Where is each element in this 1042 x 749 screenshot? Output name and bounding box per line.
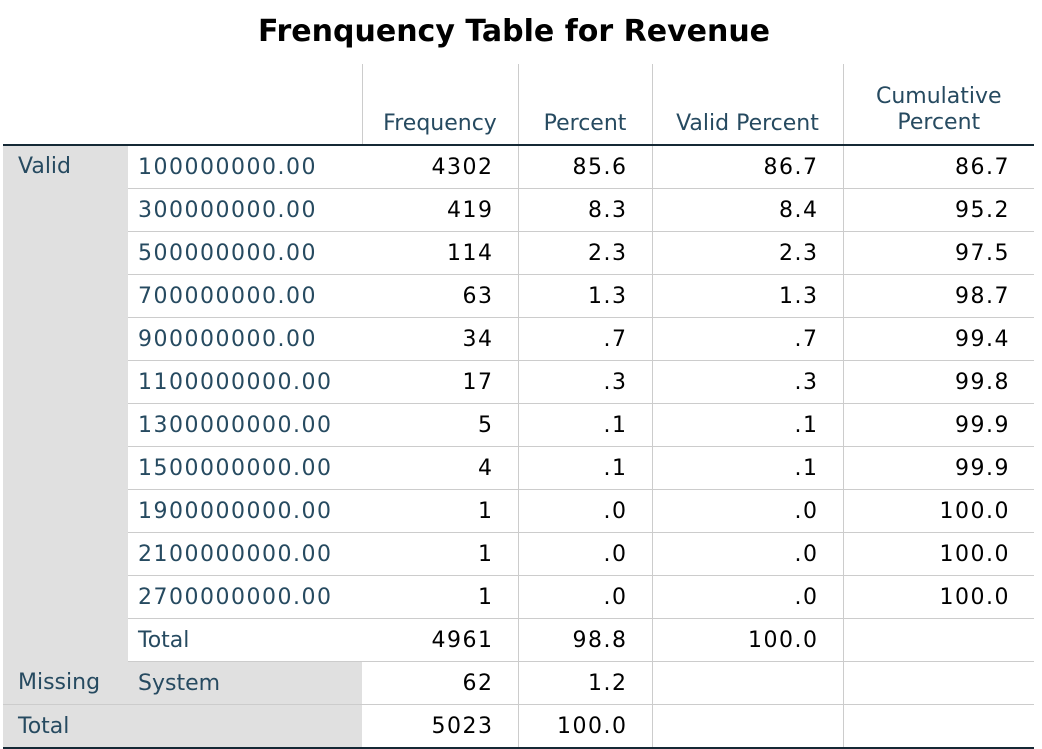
percent-cell: .3 xyxy=(517,360,652,404)
percent-cell: .0 xyxy=(517,489,652,533)
percent-cell: 100.0 xyxy=(517,704,652,749)
valid-percent-cell: .0 xyxy=(651,575,843,619)
cumulative-percent-cell: 99.4 xyxy=(842,317,1034,361)
valid-percent-cell: .0 xyxy=(651,532,843,576)
frequency-table: Frequency Percent Valid Percent Cumulati… xyxy=(3,64,1034,749)
missing-sublabel: System xyxy=(128,661,362,705)
frequency-cell: 4 xyxy=(362,446,518,490)
percent-cell: .1 xyxy=(517,403,652,447)
valid-group-label: Valid xyxy=(3,145,128,662)
valid-percent-cell xyxy=(651,661,843,705)
table-row: 1300000000.00 5 .1 .1 99.9 xyxy=(3,403,1034,447)
value-cell: 900000000.00 xyxy=(128,317,362,361)
value-cell: 2700000000.00 xyxy=(128,575,362,619)
header-row: Frequency Percent Valid Percent Cumulati… xyxy=(3,64,1034,146)
valid-percent-cell: .3 xyxy=(651,360,843,404)
cumulative-percent-cell xyxy=(842,618,1034,662)
frequency-cell: 1 xyxy=(362,575,518,619)
cumulative-percent-cell: 100.0 xyxy=(842,532,1034,576)
grand-total-label: Total xyxy=(3,704,128,749)
cumulative-percent-cell xyxy=(842,661,1034,705)
percent-cell: 8.3 xyxy=(517,188,652,232)
percent-cell: 2.3 xyxy=(517,231,652,275)
value-cell: 700000000.00 xyxy=(128,274,362,318)
valid-percent-cell: 86.7 xyxy=(651,145,843,189)
value-cell: 300000000.00 xyxy=(128,188,362,232)
frequency-cell: 4961 xyxy=(362,618,518,662)
table-row: Valid 100000000.00 4302 85.6 86.7 86.7 xyxy=(3,145,1034,662)
percent-cell: .1 xyxy=(517,446,652,490)
frequency-cell: 34 xyxy=(362,317,518,361)
valid-total-label: Total xyxy=(128,618,362,662)
percent-cell: .0 xyxy=(517,575,652,619)
cumulative-percent-cell: 99.9 xyxy=(842,446,1034,490)
cumulative-percent-cell: 95.2 xyxy=(842,188,1034,232)
header-cumulative-percent: Cumulative Percent xyxy=(842,64,1034,146)
cumulative-percent-cell: 100.0 xyxy=(842,575,1034,619)
percent-cell: .0 xyxy=(517,532,652,576)
table-row: 500000000.00 114 2.3 2.3 97.5 xyxy=(3,231,1034,275)
value-cell: 1900000000.00 xyxy=(128,489,362,533)
valid-percent-cell: 1.3 xyxy=(651,274,843,318)
missing-row: Missing System 62 1.2 xyxy=(3,661,1034,705)
cumulative-percent-cell: 100.0 xyxy=(842,489,1034,533)
table-row: 2100000000.00 1 .0 .0 100.0 xyxy=(3,532,1034,576)
percent-cell: .7 xyxy=(517,317,652,361)
table-row: 1900000000.00 1 .0 .0 100.0 xyxy=(3,489,1034,533)
valid-percent-cell: 100.0 xyxy=(651,618,843,662)
valid-percent-cell xyxy=(651,704,843,749)
frequency-cell: 1 xyxy=(362,489,518,533)
header-valid-percent: Valid Percent xyxy=(651,64,843,146)
value-cell: 1500000000.00 xyxy=(128,446,362,490)
table-row: 1500000000.00 4 .1 .1 99.9 xyxy=(3,446,1034,490)
valid-percent-cell: 2.3 xyxy=(651,231,843,275)
table-row: 700000000.00 63 1.3 1.3 98.7 xyxy=(3,274,1034,318)
percent-cell: 85.6 xyxy=(517,145,652,189)
table-row: 2700000000.00 1 .0 .0 100.0 xyxy=(3,575,1034,619)
valid-percent-cell: .0 xyxy=(651,489,843,533)
percent-cell: 1.2 xyxy=(517,661,652,705)
table-row: 1100000000.00 17 .3 .3 99.8 xyxy=(3,360,1034,404)
value-cell: 500000000.00 xyxy=(128,231,362,275)
frequency-cell: 62 xyxy=(362,661,518,705)
value-cell: 2100000000.00 xyxy=(128,532,362,576)
frequency-cell: 419 xyxy=(362,188,518,232)
frequency-cell: 1 xyxy=(362,532,518,576)
cumulative-percent-cell xyxy=(842,704,1034,749)
grand-total-row: Total 5023 100.0 xyxy=(3,704,1034,749)
valid-total-row: Total 4961 98.8 100.0 xyxy=(3,618,1034,662)
cumulative-percent-cell: 99.9 xyxy=(842,403,1034,447)
frequency-cell: 17 xyxy=(362,360,518,404)
table-title: Frenquency Table for Revenue xyxy=(257,14,771,49)
frequency-cell: 63 xyxy=(362,274,518,318)
header-frequency: Frequency xyxy=(361,64,518,146)
cumulative-percent-cell: 97.5 xyxy=(842,231,1034,275)
value-cell: 1300000000.00 xyxy=(128,403,362,447)
percent-cell: 98.8 xyxy=(517,618,652,662)
frequency-cell: 114 xyxy=(362,231,518,275)
frequency-cell: 5 xyxy=(362,403,518,447)
table-row: 300000000.00 419 8.3 8.4 95.2 xyxy=(3,188,1034,232)
valid-percent-cell: .1 xyxy=(651,446,843,490)
valid-percent-cell: .7 xyxy=(651,317,843,361)
frequency-cell: 4302 xyxy=(362,145,518,189)
value-cell: 100000000.00 xyxy=(128,145,362,189)
valid-percent-cell: .1 xyxy=(651,403,843,447)
value-cell: 1100000000.00 xyxy=(128,360,362,404)
cumulative-percent-cell: 98.7 xyxy=(842,274,1034,318)
frequency-cell: 5023 xyxy=(362,704,518,749)
cumulative-percent-cell: 99.8 xyxy=(842,360,1034,404)
header-percent: Percent xyxy=(517,64,652,146)
table-row: 900000000.00 34 .7 .7 99.4 xyxy=(3,317,1034,361)
valid-percent-cell: 8.4 xyxy=(651,188,843,232)
missing-label: Missing xyxy=(3,661,128,705)
cumulative-percent-cell: 86.7 xyxy=(842,145,1034,189)
percent-cell: 1.3 xyxy=(517,274,652,318)
